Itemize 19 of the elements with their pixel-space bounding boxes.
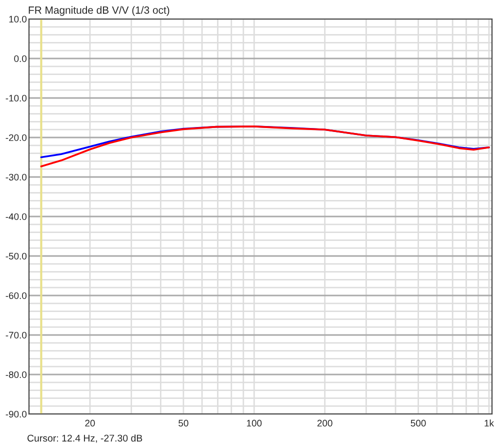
text: Cursor: 12.4 Hz, -27.30 dB — [27, 434, 142, 443]
y-tick-label: -40.0 — [6, 213, 27, 220]
y-tick-label: -10.0 — [6, 94, 27, 102]
y-tick-label: -70.0 — [6, 332, 27, 339]
y-tick-label: -20.0 — [6, 134, 27, 142]
x-tick-label: 50 — [178, 420, 188, 426]
y-tick-label: -90.0 — [6, 410, 27, 418]
y-tick-label: 0.0 — [14, 55, 27, 62]
y-tick-label: -60.0 — [6, 292, 27, 300]
x-tick-label: 1k — [484, 420, 494, 426]
y-tick-label: -50.0 — [6, 252, 27, 260]
y-tick-label: -80.0 — [6, 371, 27, 378]
y-tick-label: -30.0 — [6, 174, 27, 181]
x-tick-label: 100 — [246, 420, 262, 426]
x-tick-label: 200 — [317, 420, 332, 426]
y-tick-label: 10.0 — [9, 16, 27, 23]
chart-title: FR Magnitude dB V/V (1/3 oct) — [28, 6, 170, 16]
x-tick-label: 500 — [410, 420, 426, 426]
x-tick-label: 20 — [85, 420, 95, 426]
